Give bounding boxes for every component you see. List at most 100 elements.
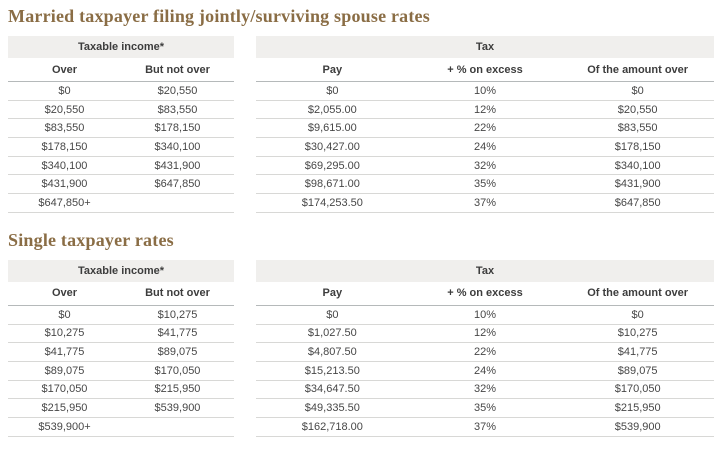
cell-over: $215,950 <box>41 402 88 415</box>
table-row: $174,253.50 37% $647,850 <box>256 194 714 213</box>
table-row: $89,075 $170,050 <box>8 362 234 381</box>
cell-over: $170,050 <box>41 383 88 396</box>
cell-of-amount-over: $647,850 <box>614 196 661 209</box>
column-header-pct-on-excess: + % on excess <box>447 287 523 300</box>
cell-pay: $34,647.50 <box>304 383 360 396</box>
single-tax-table: Tax Pay + % on excess Of the amount over… <box>256 259 714 437</box>
table-row: $4,807.50 22% $41,775 <box>256 343 714 362</box>
table-row: $49,335.50 35% $215,950 <box>256 399 714 418</box>
income-table-body: $0 $20,550 $20,550 $83,550 $83,550 $178,… <box>8 82 234 213</box>
table-row: $20,550 $83,550 <box>8 101 234 120</box>
cell-over: $539,900+ <box>38 420 91 433</box>
table-row: $0 $20,550 <box>8 82 234 101</box>
cell-pct-on-excess: 37% <box>473 420 496 433</box>
cell-pay: $49,335.50 <box>304 402 360 415</box>
section-single-rates: Single taxpayer rates Taxable income* Ov… <box>8 230 714 437</box>
table-row: $69,295.00 32% $340,100 <box>256 157 714 176</box>
cell-but-not-over: $539,900 <box>154 402 201 415</box>
cell-pct-on-excess: 35% <box>473 178 496 191</box>
cell-pct-on-excess: 24% <box>473 364 496 377</box>
cell-but-not-over: $41,775 <box>157 327 198 340</box>
cell-pct-on-excess: 24% <box>473 140 496 153</box>
cell-over: $20,550 <box>44 103 85 116</box>
table-row: $162,718.00 37% $539,900 <box>256 418 714 437</box>
cell-pct-on-excess: 32% <box>473 383 496 396</box>
table-row: $9,615.00 22% $83,550 <box>256 119 714 139</box>
cell-but-not-over: $20,550 <box>157 84 198 97</box>
cell-over: $647,850+ <box>38 196 91 209</box>
cell-of-amount-over: $340,100 <box>614 159 661 172</box>
cell-over: $0 <box>58 84 71 97</box>
column-header-pay: Pay <box>322 287 343 300</box>
cell-of-amount-over: $215,950 <box>614 402 661 415</box>
cell-over: $83,550 <box>44 122 85 135</box>
cell-pay: $98,671.00 <box>304 178 360 191</box>
cell-pct-on-excess: 10% <box>473 84 496 97</box>
cell-pct-on-excess: 22% <box>473 122 496 135</box>
table-row: $98,671.00 35% $431,900 <box>256 175 714 195</box>
cell-pay: $1,027.50 <box>307 327 357 340</box>
tax-table-body: $0 10% $0 $2,055.00 12% $20,550 $9,615.0… <box>256 82 714 213</box>
column-header-over: Over <box>51 63 78 76</box>
cell-pay: $174,253.50 <box>301 196 363 209</box>
cell-over: $0 <box>58 308 71 321</box>
taxable-income-group-header: Taxable income* <box>8 36 234 58</box>
cell-over: $10,275 <box>44 327 85 340</box>
cell-of-amount-over: $539,900 <box>614 420 661 433</box>
married-taxable-income-table: Taxable income* Over But not over $0 $20… <box>8 36 234 213</box>
cell-but-not-over: $178,150 <box>154 122 201 135</box>
cell-of-amount-over: $431,900 <box>614 178 661 191</box>
cell-pct-on-excess: 10% <box>473 308 496 321</box>
income-table-body: $0 $10,275 $10,275 $41,775 $41,775 $89,0… <box>8 306 234 437</box>
cell-pct-on-excess: 32% <box>473 159 496 172</box>
cell-over: $89,075 <box>44 364 85 377</box>
table-row: $83,550 $178,150 <box>8 119 234 139</box>
cell-of-amount-over: $41,775 <box>617 346 658 359</box>
cell-of-amount-over: $89,075 <box>617 364 658 377</box>
taxable-income-group-header: Taxable income* <box>8 259 234 282</box>
tax-rates-page: Married taxpayer filing jointly/survivin… <box>8 6 714 437</box>
cell-of-amount-over: $83,550 <box>617 122 658 135</box>
cell-but-not-over: $215,950 <box>154 383 201 396</box>
table-row: $178,150 $340,100 <box>8 138 234 157</box>
cell-but-not-over: $89,075 <box>157 346 198 359</box>
cell-pct-on-excess: 22% <box>473 346 496 359</box>
cell-pay: $4,807.50 <box>307 346 357 359</box>
cell-of-amount-over: $20,550 <box>617 103 658 116</box>
tax-column-headers: Pay + % on excess Of the amount over <box>256 282 714 306</box>
table-row: $0 10% $0 <box>256 306 714 325</box>
column-header-of-amount-over: Of the amount over <box>587 63 689 76</box>
married-tax-table: Tax Pay + % on excess Of the amount over… <box>256 36 714 213</box>
column-header-pct-on-excess: + % on excess <box>447 63 523 76</box>
table-row: $0 10% $0 <box>256 82 714 101</box>
tax-group-header: Tax <box>256 259 714 282</box>
section-married-rates: Married taxpayer filing jointly/survivin… <box>8 6 714 213</box>
table-row: $431,900 $647,850 <box>8 175 234 195</box>
table-row: $41,775 $89,075 <box>8 343 234 362</box>
column-header-but-not-over: But not over <box>145 63 210 76</box>
cell-over: $340,100 <box>41 159 88 172</box>
cell-pay: $69,295.00 <box>304 159 360 172</box>
column-header-of-amount-over: Of the amount over <box>587 287 689 300</box>
cell-of-amount-over: $170,050 <box>614 383 661 396</box>
cell-pay: $162,718.00 <box>301 420 363 433</box>
cell-but-not-over: $431,900 <box>154 159 201 172</box>
table-row: $10,275 $41,775 <box>8 325 234 344</box>
cell-but-not-over: $170,050 <box>154 364 201 377</box>
table-row: $30,427.00 24% $178,150 <box>256 138 714 157</box>
cell-pct-on-excess: 37% <box>473 196 496 209</box>
column-header-pay: Pay <box>322 63 343 76</box>
single-taxable-income-table: Taxable income* Over But not over $0 $10… <box>8 259 234 437</box>
tax-table-body: $0 10% $0 $1,027.50 12% $10,275 $4,807.5… <box>256 306 714 437</box>
married-tables: Taxable income* Over But not over $0 $20… <box>8 36 714 213</box>
cell-pay: $0 <box>326 308 339 321</box>
table-row: $215,950 $539,900 <box>8 399 234 418</box>
table-row: $170,050 $215,950 <box>8 381 234 400</box>
cell-of-amount-over: $0 <box>631 84 644 97</box>
cell-pay: $9,615.00 <box>307 122 357 135</box>
column-header-over: Over <box>51 287 78 300</box>
table-row: $1,027.50 12% $10,275 <box>256 325 714 344</box>
table-row: $340,100 $431,900 <box>8 157 234 176</box>
cell-of-amount-over: $0 <box>631 308 644 321</box>
table-row: $647,850+ <box>8 194 234 213</box>
